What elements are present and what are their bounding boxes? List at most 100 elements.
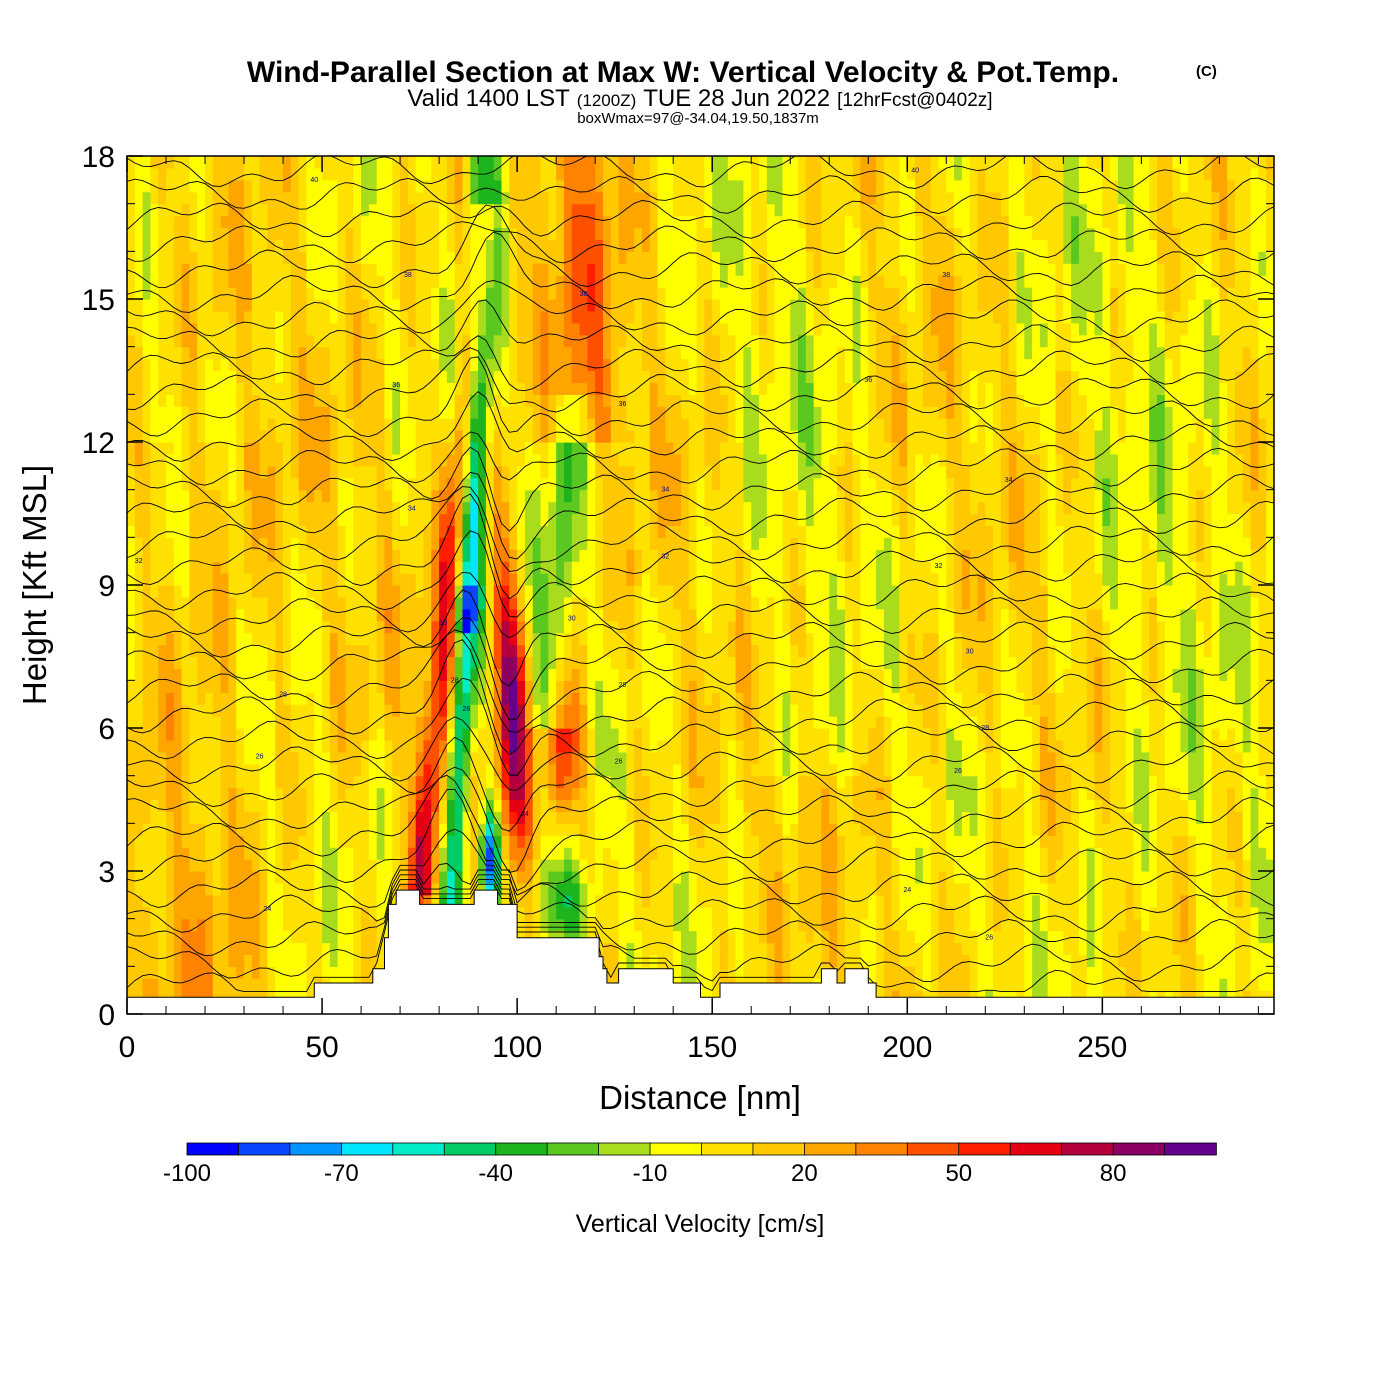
- field-cell: [150, 310, 159, 324]
- field-cell: [212, 692, 222, 705]
- field-cell: [407, 668, 417, 681]
- field-cell: [314, 394, 323, 407]
- field-cell: [197, 453, 206, 467]
- field-cell: [361, 334, 370, 348]
- field-cell: [509, 823, 518, 836]
- field-cell: [407, 549, 417, 562]
- field-cell: [298, 704, 308, 717]
- field-cell: [205, 930, 214, 944]
- field-cell: [228, 716, 237, 729]
- field-cell: [571, 787, 581, 801]
- field-cell: [602, 179, 612, 193]
- field-cell: [446, 739, 456, 753]
- field-cell: [322, 751, 331, 765]
- field-cell: [150, 513, 159, 527]
- field-cell: [275, 608, 284, 622]
- field-cell: [337, 763, 347, 777]
- field-cell: [571, 501, 581, 515]
- field-cell: [548, 894, 557, 908]
- field-cell: [446, 418, 456, 431]
- field-cell: [563, 227, 573, 241]
- field-cell: [244, 990, 253, 1003]
- field-cell: [212, 203, 222, 217]
- field-cell: [517, 656, 526, 670]
- field-cell: [509, 442, 518, 455]
- field-cell: [595, 728, 604, 741]
- field-cell: [205, 251, 214, 264]
- field-cell: [517, 275, 526, 288]
- field-cell: [337, 573, 347, 586]
- field-cell: [571, 418, 581, 431]
- field-cell: [314, 823, 323, 836]
- field-cell: [602, 394, 612, 407]
- field-cell: [641, 287, 651, 300]
- field-cell: [228, 227, 237, 241]
- field-cell: [267, 370, 276, 384]
- field-cell: [595, 716, 604, 729]
- field-cell: [462, 167, 471, 181]
- field-cell: [150, 370, 159, 384]
- field-cell: [626, 787, 635, 801]
- field-cell: [485, 656, 495, 670]
- field-cell: [485, 716, 495, 729]
- field-cell: [563, 882, 573, 896]
- field-cell: [251, 561, 261, 574]
- field-cell: [189, 716, 198, 729]
- field-cell: [524, 585, 534, 598]
- field-cell: [509, 358, 518, 372]
- field-cell: [337, 453, 347, 467]
- field-cell: [329, 763, 339, 777]
- field-cell: [267, 751, 276, 765]
- field-cell: [314, 608, 323, 622]
- field-cell: [267, 668, 276, 681]
- field-cell: [306, 620, 315, 634]
- field-cell: [657, 799, 666, 813]
- field-cell: [275, 573, 284, 586]
- field-cell: [446, 513, 456, 527]
- field-cell: [251, 918, 261, 932]
- field-cell: [517, 239, 526, 252]
- field-cell: [353, 930, 362, 944]
- field-cell: [400, 692, 409, 705]
- field-cell: [384, 799, 393, 813]
- field-cell: [267, 358, 276, 372]
- field-cell: [657, 871, 666, 884]
- field-cell: [353, 668, 362, 681]
- field-cell: [517, 453, 526, 467]
- field-cell: [392, 334, 401, 348]
- field-cell: [134, 692, 144, 705]
- field-cell: [579, 596, 588, 610]
- field-cell: [173, 465, 183, 479]
- field-cell: [493, 775, 503, 789]
- field-cell: [212, 501, 222, 515]
- field-cell: [127, 787, 136, 801]
- field-cell: [634, 906, 643, 920]
- field-cell: [158, 871, 167, 884]
- field-cell: [353, 847, 362, 860]
- field-cell: [173, 608, 183, 622]
- field-cell: [563, 692, 573, 705]
- field-cell: [540, 167, 549, 181]
- field-cell: [431, 275, 440, 288]
- field-cell: [556, 442, 565, 455]
- field-cell: [407, 394, 417, 407]
- field-cell: [571, 585, 581, 598]
- field-cell: [657, 811, 666, 824]
- field-cell: [283, 525, 292, 538]
- field-cell: [563, 370, 573, 384]
- field-cell: [462, 191, 471, 205]
- field-cell: [501, 477, 510, 491]
- field-cell: [579, 608, 588, 622]
- field-cell: [134, 501, 144, 515]
- field-cell: [306, 823, 315, 836]
- field-cell: [556, 799, 565, 813]
- field-cell: [251, 489, 261, 503]
- field-cell: [634, 763, 643, 777]
- field-cell: [610, 549, 620, 562]
- field-cell: [548, 442, 557, 455]
- field-cell: [501, 442, 510, 455]
- field-cell: [587, 835, 596, 848]
- field-cell: [337, 394, 347, 407]
- field-cell: [173, 644, 183, 658]
- field-cell: [400, 739, 409, 753]
